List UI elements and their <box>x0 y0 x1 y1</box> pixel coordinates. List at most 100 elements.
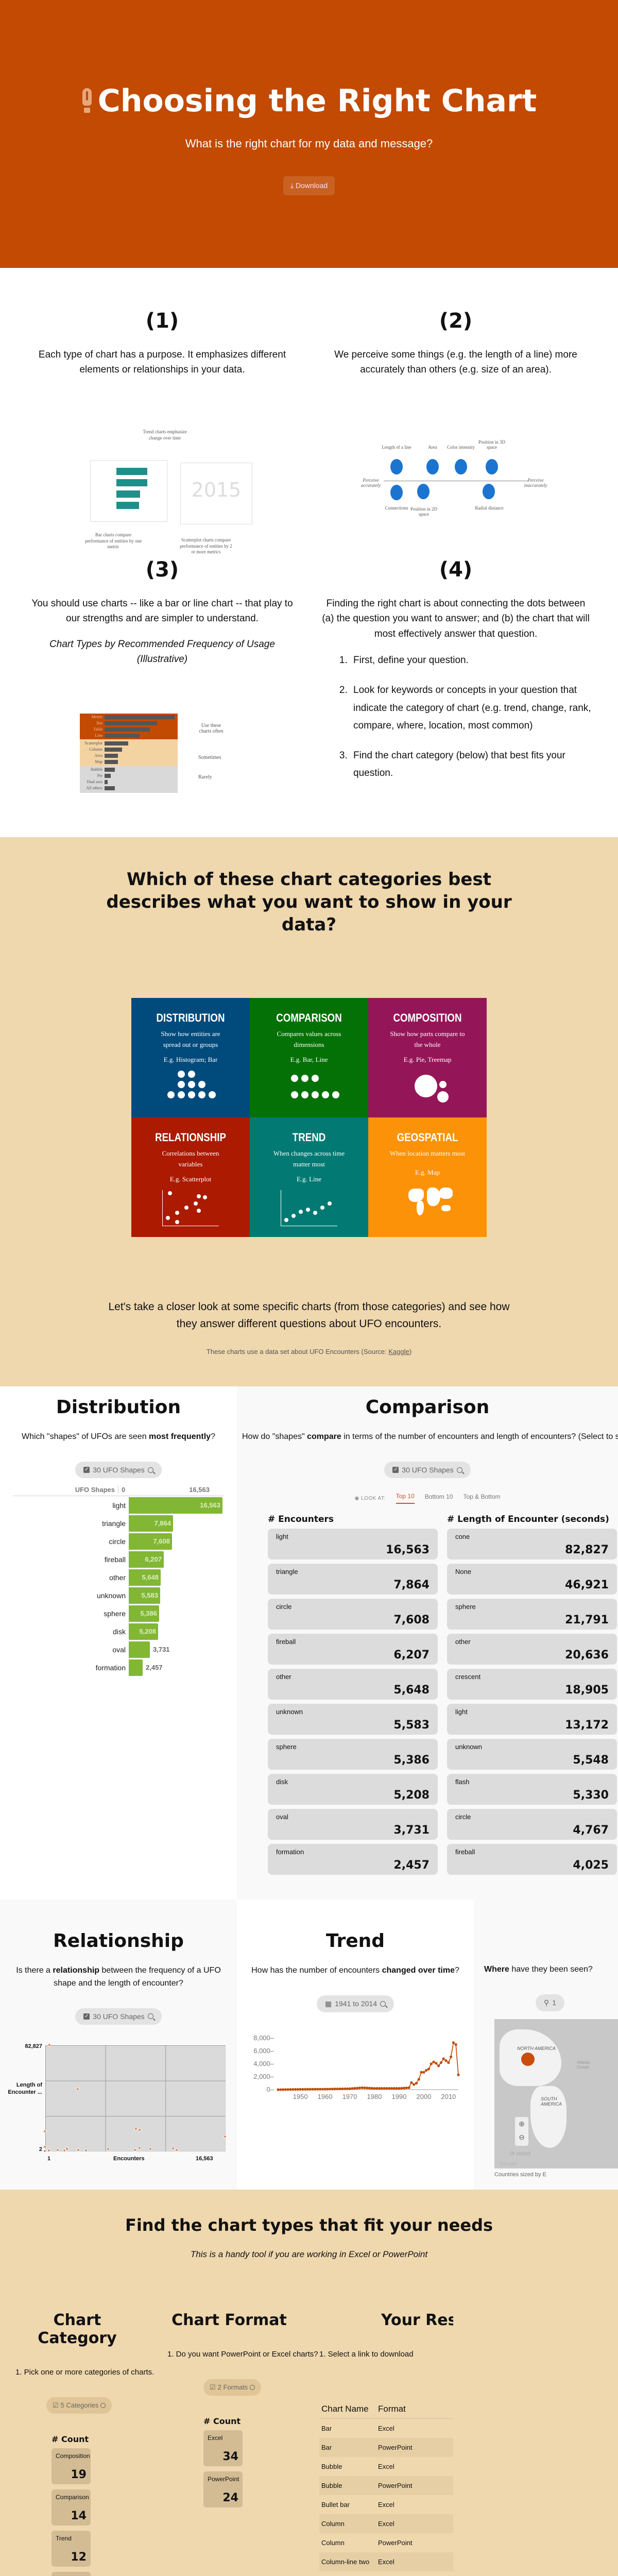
scatter-point[interactable] <box>76 2088 79 2091</box>
download-button[interactable]: ⤓ Download <box>283 176 335 195</box>
scatter-point[interactable] <box>63 2148 66 2152</box>
bar-row[interactable]: unknown 5,583 <box>13 1586 224 1604</box>
category-count-card[interactable]: Relationship9 <box>52 2571 91 2576</box>
comparison-card[interactable]: disk 5,208 <box>268 1774 438 1805</box>
bar-row[interactable]: other 5,648 <box>13 1568 224 1586</box>
comparison-card[interactable]: light 16,563 <box>268 1529 438 1560</box>
results-row[interactable]: Bullet bar Excel <box>321 2500 394 2509</box>
tab-bottom-10[interactable]: Bottom 10 <box>424 1493 453 1501</box>
scatter-point[interactable] <box>138 2146 141 2150</box>
comparison-card[interactable]: light 13,172 <box>447 1704 617 1735</box>
scatter-point[interactable] <box>138 2128 141 2131</box>
scatter-point[interactable] <box>56 2148 60 2152</box>
scatter-point[interactable] <box>77 2148 80 2151</box>
scatter-point[interactable] <box>106 2147 110 2151</box>
encounters-map[interactable]: NORTH AMERICA SOUTH AMERICA Atlantic Oce… <box>494 2019 618 2168</box>
scatter-point[interactable] <box>175 2148 178 2152</box>
bar[interactable]: 2,457 <box>129 1659 143 1676</box>
scatter-point[interactable] <box>43 2145 47 2149</box>
comparison-card[interactable]: sphere 5,386 <box>268 1739 438 1770</box>
composition-bubbles-icon <box>399 1071 456 1107</box>
bar[interactable]: 7,608 <box>129 1533 172 1550</box>
format-count-card[interactable]: PowerPoint 24 <box>203 2471 243 2507</box>
scatter-plot-area[interactable] <box>43 2043 227 2153</box>
results-row[interactable]: Column-line two axisExcel <box>319 2552 453 2571</box>
comparison-card[interactable]: triangle 7,864 <box>268 1564 438 1595</box>
results-row[interactable]: Column Excel <box>319 2514 453 2533</box>
comparison-card[interactable]: other 20,636 <box>447 1634 617 1665</box>
results-row[interactable]: Bubble Excel <box>321 2462 394 2470</box>
bar[interactable]: 6,207 <box>129 1551 164 1568</box>
bar-row[interactable]: fireball 6,207 <box>13 1550 224 1568</box>
bar-row[interactable]: light 16,563 <box>13 1496 224 1514</box>
comparison-card[interactable]: crescent 18,905 <box>447 1669 617 1700</box>
formats-filter[interactable]: ☑ 2 Formats <box>203 2379 262 2396</box>
comparison-card[interactable]: fireball 4,025 <box>447 1844 617 1875</box>
comparison-shapes-filter[interactable]: ✓ 30 UFO Shapes <box>384 1462 471 1479</box>
kaggle-link[interactable]: Kaggle <box>388 1348 409 1356</box>
comparison-card[interactable]: circle 4,767 <box>447 1809 617 1840</box>
scatter-point[interactable] <box>84 2148 88 2152</box>
results-row[interactable]: Bubble PowerPoint <box>319 2476 453 2495</box>
svg-text:1980: 1980 <box>367 2093 382 2100</box>
tab-top-and-bottom[interactable]: Top & Bottom <box>463 1493 501 1501</box>
comparison-card[interactable]: oval 3,731 <box>268 1809 438 1840</box>
bar-row[interactable]: triangle 7,864 <box>13 1514 224 1532</box>
category-count-card[interactable]: Comparison 14 <box>52 2489 91 2526</box>
scatter-point[interactable] <box>224 2135 227 2139</box>
comparison-card[interactable]: flash 5,330 <box>447 1774 617 1805</box>
bar-row[interactable]: sphere 5,386 <box>13 1604 224 1622</box>
trend-line-svg[interactable]: 0– 2,000– 4,000– 6,000– 8,000– 1950 1960 1970 19… <box>247 2033 464 2105</box>
scatter-point[interactable] <box>148 2147 152 2151</box>
format-count-card[interactable]: Excel 34 <box>203 2430 243 2466</box>
scatter-point[interactable] <box>171 2147 175 2150</box>
comparison-card[interactable]: unknown 5,583 <box>268 1704 438 1735</box>
bar[interactable]: 5,386 <box>129 1605 159 1622</box>
location-filter[interactable]: ⚲ 1 <box>536 1994 565 2011</box>
bar-row[interactable]: disk 5,208 <box>13 1622 224 1640</box>
bar[interactable]: 16,563 <box>129 1497 222 1514</box>
ufo-shapes-filter[interactable]: ✓ 30 UFO Shapes <box>75 1462 162 1479</box>
tile-distribution: DISTRIBUTION Show how entities are sprea… <box>131 998 250 1118</box>
bar-row[interactable]: circle 7,608 <box>13 1532 224 1550</box>
map-reset-button[interactable]: ⟳ reset <box>510 2149 531 2157</box>
categories-filter[interactable]: ☑ 5 Categories <box>46 2397 112 2414</box>
scatter-point[interactable] <box>47 2148 51 2152</box>
results-row[interactable]: Column-line two axisPowerPoint <box>319 2571 453 2576</box>
scatter-point[interactable] <box>47 2043 51 2046</box>
comparison-card[interactable]: formation 2,457 <box>268 1844 438 1875</box>
steps-list: First, define your question. Look for ke… <box>350 652 592 782</box>
scatter-point[interactable] <box>134 2127 138 2131</box>
tile-composition: COMPOSITION Show how parts compare to th… <box>368 998 487 1118</box>
tab-top-10[interactable]: Top 10 <box>396 1493 415 1504</box>
comparison-card[interactable]: sphere 21,791 <box>447 1599 617 1630</box>
bar[interactable]: 7,864 <box>129 1515 173 1532</box>
map-zoom-controls[interactable]: ⊕ ⊖ <box>515 2116 528 2146</box>
scatter-point[interactable] <box>43 2130 47 2133</box>
results-row[interactable]: Bar PowerPoint <box>319 2437 453 2457</box>
map-pin-icon: ⚲ <box>544 1998 550 2007</box>
bar[interactable]: 5,583 <box>129 1587 160 1604</box>
category-count-card[interactable]: Trend 12 <box>52 2530 91 2567</box>
date-range-filter[interactable]: ▦ 1941 to 2014 <box>317 1995 394 2012</box>
bar[interactable]: 5,208 <box>129 1623 158 1640</box>
comparison-card[interactable]: cone 82,827 <box>447 1529 617 1560</box>
relationship-shapes-filter[interactable]: ✓ 30 UFO Shapes <box>75 2008 162 2025</box>
bar[interactable]: 5,648 <box>129 1569 161 1586</box>
comparison-card[interactable]: None 46,921 <box>447 1564 617 1595</box>
comparison-card[interactable]: circle 7,608 <box>268 1599 438 1630</box>
results-row[interactable]: Column PowerPoint <box>321 2538 413 2547</box>
bar[interactable]: 3,731 <box>129 1641 150 1658</box>
comparison-card[interactable]: unknown 5,548 <box>447 1739 617 1770</box>
svg-text:8,000–: 8,000– <box>253 2034 274 2042</box>
comparison-card[interactable]: fireball 6,207 <box>268 1634 438 1665</box>
scatter-point[interactable] <box>65 2147 69 2151</box>
scatter-point[interactable] <box>43 2149 47 2153</box>
results-row[interactable]: Bar Excel <box>321 2424 394 2432</box>
world-map-icon <box>399 1183 456 1219</box>
comparison-card[interactable]: other 5,648 <box>268 1669 438 1700</box>
category-count-card[interactable]: Composition 19 <box>52 2448 91 2484</box>
scatter-point[interactable] <box>133 2148 137 2152</box>
